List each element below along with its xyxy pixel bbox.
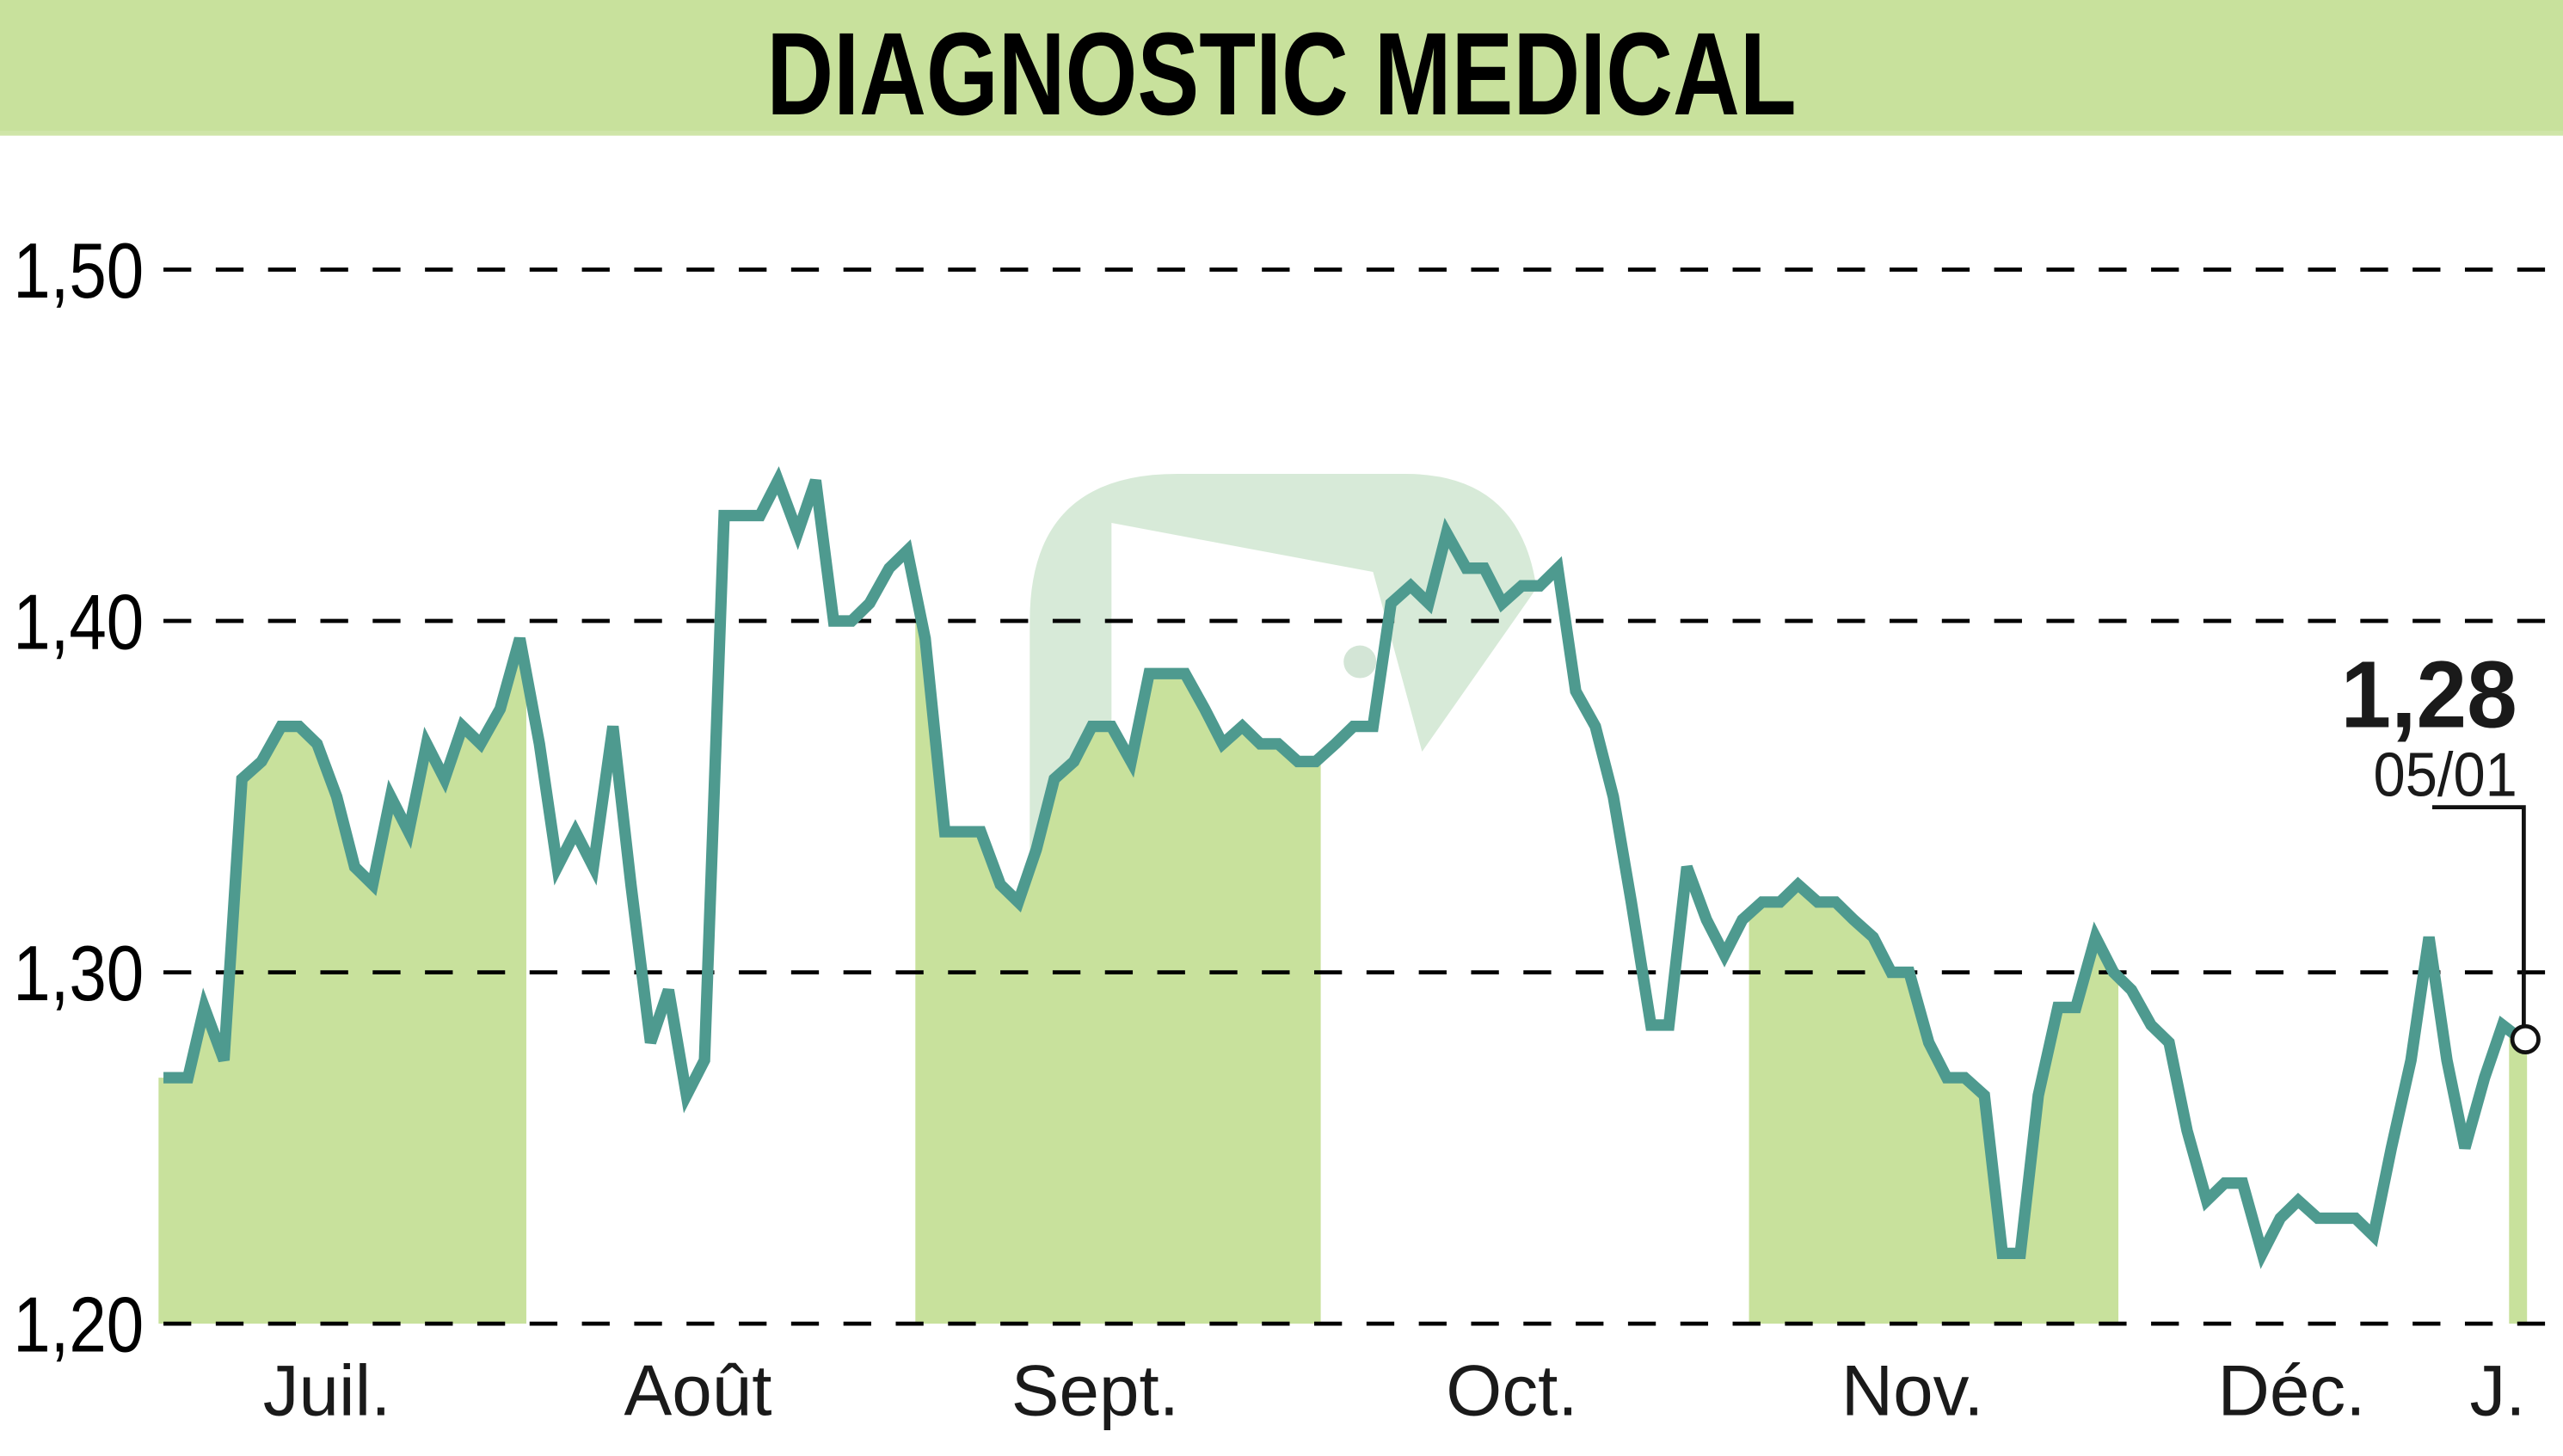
month-band <box>1749 884 2119 1324</box>
y-tick-label: 1,50 <box>13 227 144 315</box>
month-bands <box>158 590 2528 1324</box>
x-tick-label: Sept. <box>1011 1350 1179 1431</box>
x-tick-label: Nov. <box>1841 1350 1984 1431</box>
price-line <box>163 466 2529 1269</box>
x-tick-label: Juil. <box>263 1350 391 1431</box>
last-point-marker <box>2510 1023 2541 1055</box>
y-tick-label: 1,30 <box>13 930 144 1017</box>
last-date-label: 05/01 <box>2374 740 2517 809</box>
x-tick-label: Déc. <box>2218 1350 2366 1431</box>
header-band <box>0 0 2563 134</box>
y-axis-labels: 1,20 1,30 1,40 1,50 <box>13 227 144 1369</box>
header-border <box>0 131 2563 136</box>
y-tick-label: 1,20 <box>13 1281 144 1368</box>
month-band <box>915 590 1321 1324</box>
grid-lines <box>163 267 2563 1326</box>
x-tick-label: J. <box>2469 1350 2525 1431</box>
y-tick-label: 1,40 <box>13 578 144 666</box>
last-value-label: 1,28 <box>2341 642 2517 748</box>
x-axis-labels: Juil. Août Sept. Oct. Nov. Déc. J. <box>263 1350 2526 1431</box>
x-tick-label: Oct. <box>1446 1350 1577 1431</box>
month-band <box>158 638 526 1324</box>
chart-title: DIAGNOSTIC MEDICAL <box>766 8 1796 139</box>
last-value-annotation: 1,28 05/01 <box>2341 642 2541 1055</box>
x-tick-label: Août <box>624 1350 772 1431</box>
leader-line <box>2431 805 2526 1027</box>
month-band <box>2509 1029 2528 1324</box>
